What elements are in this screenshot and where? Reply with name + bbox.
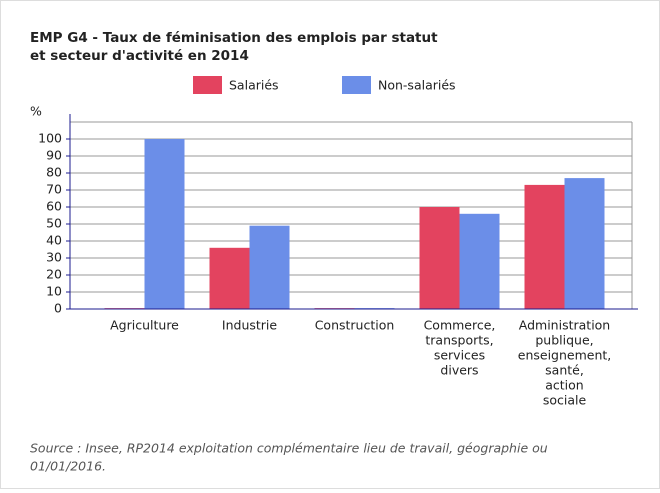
y-tick-label: 100: [38, 131, 62, 146]
y-tick-label: 90: [46, 148, 62, 163]
y-tick-label: 30: [46, 250, 62, 265]
x-tick-label: Commerce,: [424, 318, 496, 333]
y-axis-label: %: [30, 104, 42, 119]
legend-swatch: [342, 76, 371, 94]
source: 01/01/2016.: [30, 459, 106, 474]
y-tick-label: 70: [46, 182, 62, 197]
x-tick-label: Agriculture: [110, 318, 179, 333]
x-tick-label: santé,: [545, 363, 584, 378]
x-tick-label: services: [434, 348, 485, 363]
x-tick-label: Construction: [315, 318, 395, 333]
bar: [249, 225, 290, 309]
x-tick-label: Industrie: [222, 318, 277, 333]
x-tick-label: sociale: [543, 393, 587, 408]
bar: [209, 247, 250, 309]
x-tick-label: transports,: [425, 333, 493, 348]
y-tick-label: 10: [46, 284, 62, 299]
x-tick-label: enseignement,: [518, 348, 612, 363]
chart-title: EMP G4 - Taux de féminisation des emploi…: [30, 30, 438, 46]
bar: [459, 213, 500, 309]
y-tick-label: 80: [46, 165, 62, 180]
x-tick-label: publique,: [535, 333, 593, 348]
legend-swatch: [193, 76, 222, 94]
legend-label: Non-salariés: [378, 78, 456, 93]
y-tick-label: 60: [46, 199, 62, 214]
bar: [419, 207, 460, 309]
y-tick-label: 20: [46, 267, 62, 282]
bar: [144, 139, 185, 309]
y-tick-label: 40: [46, 233, 62, 248]
x-tick-label: action: [545, 378, 583, 393]
chart-title: et secteur d'activité en 2014: [30, 48, 249, 64]
bar: [564, 178, 605, 309]
source: Source : Insee, RP2014 exploitation comp…: [30, 441, 548, 456]
y-tick-label: 50: [46, 216, 62, 231]
x-tick-label: Administration: [519, 318, 610, 333]
bar: [524, 184, 565, 309]
x-tick-label: divers: [440, 363, 478, 378]
legend-label: Salariés: [229, 78, 279, 93]
y-tick-label: 0: [54, 301, 62, 316]
